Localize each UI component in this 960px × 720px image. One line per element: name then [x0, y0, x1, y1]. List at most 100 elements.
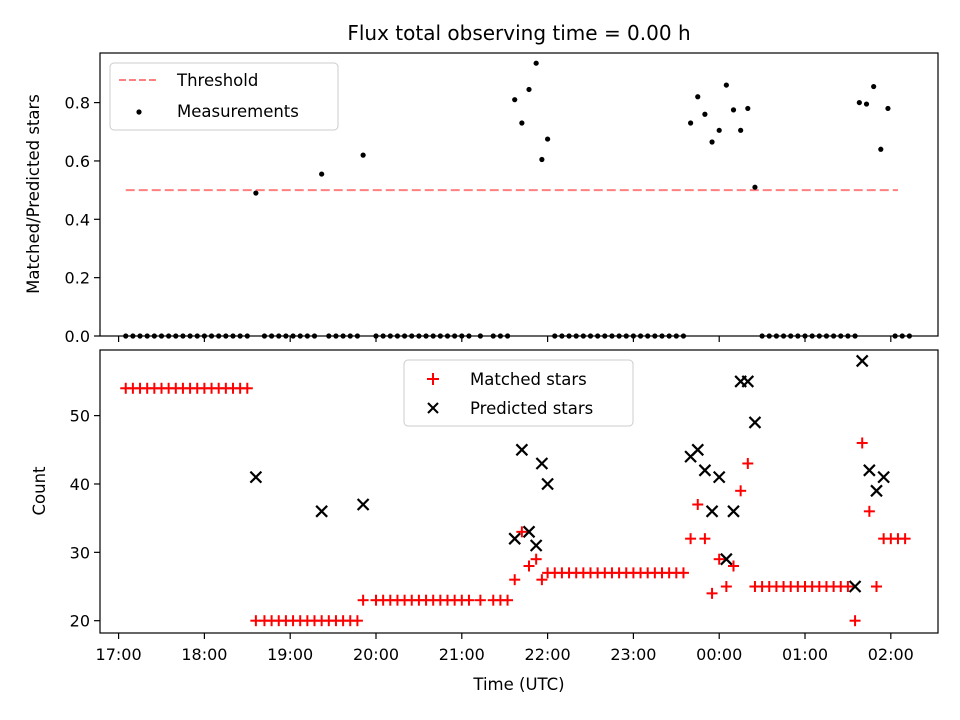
matched-star-point: [699, 533, 711, 545]
measurement-point: [360, 152, 366, 158]
predicted-star-point: [522, 525, 536, 539]
predicted-star-point: [863, 464, 876, 477]
matched-star-point: [728, 560, 740, 572]
legend-matched-label: Matched stars: [470, 370, 587, 389]
matched-star-point: [523, 560, 535, 572]
matched-star-point: [474, 594, 486, 606]
top-y-axis-label: Matched/Predicted stars: [24, 94, 43, 294]
matched-star-point: [692, 498, 704, 510]
matched-stars-points: [120, 382, 911, 627]
x-tick-label: 19:00: [267, 645, 313, 664]
matched-star-point: [502, 594, 514, 606]
top-ytick-label: 0.2: [65, 269, 90, 288]
measurement-point: [533, 60, 539, 66]
bottom-y-ticks: 20 30 40 50: [70, 407, 100, 631]
top-ytick-label: 0.0: [65, 327, 90, 346]
measurement-point: [856, 99, 862, 106]
x-tick-label: 22:00: [525, 645, 571, 664]
matched-star-point: [357, 594, 369, 606]
matched-star-point: [351, 615, 363, 627]
matched-star-point: [536, 574, 548, 586]
matched-star-point: [713, 553, 725, 565]
bottom-ytick-label: 30: [70, 543, 90, 562]
legend-threshold-label: Threshold: [176, 71, 258, 90]
measurement-point: [863, 101, 870, 107]
x-tick-label: 02:00: [868, 645, 914, 664]
measurement-point: [319, 171, 325, 177]
predicted-star-point: [705, 505, 719, 518]
bottom-legend: Matched stars Predicted stars: [403, 359, 634, 427]
matched-star-point: [241, 382, 253, 394]
predicted-star-point: [508, 532, 521, 545]
predicted-stars-points: [249, 354, 890, 593]
predicted-star-point: [249, 470, 263, 484]
bottom-y-axis-label: Count: [30, 466, 49, 516]
chart-title: Flux total observing time = 0.00 h: [347, 21, 690, 45]
measurement-point: [738, 127, 744, 133]
predicted-star-point: [748, 416, 762, 429]
predicted-star-point: [741, 375, 755, 388]
measurement-point: [695, 94, 701, 100]
x-tick-label: 17:00: [96, 645, 142, 664]
x-tick-label: 01:00: [782, 645, 828, 664]
measurement-point: [745, 105, 751, 112]
predicted-star-point: [712, 470, 726, 484]
predicted-star-point: [698, 464, 712, 477]
x-tick-label: 18:00: [181, 645, 227, 664]
predicted-star-point: [356, 498, 370, 511]
top-ytick-label: 0.6: [65, 152, 90, 171]
matched-star-point: [516, 526, 528, 538]
legend-predicted-swatch: [427, 402, 439, 414]
matched-star-point: [706, 587, 718, 599]
top-plot-frame: [99, 52, 939, 337]
top-y-ticks: 0.0 0.2 0.4 0.6 0.8: [65, 94, 100, 346]
measurement-point: [253, 190, 259, 196]
matched-star-point: [842, 581, 854, 593]
bottom-legend-box: [403, 359, 634, 427]
predicted-star-point: [515, 443, 529, 457]
matched-star-point: [677, 567, 689, 579]
predicted-star-point: [848, 580, 862, 593]
top-legend: Threshold Measurements: [109, 62, 339, 131]
matched-star-point: [530, 553, 542, 565]
measurement-point: [723, 82, 729, 88]
top-ytick-label: 0.8: [65, 94, 90, 113]
predicted-star-point: [727, 505, 740, 518]
measurement-point: [885, 105, 891, 112]
x-tick-label: 00:00: [696, 645, 742, 664]
matched-star-point: [742, 457, 754, 469]
x-tick-label: 21:00: [439, 645, 485, 664]
predicted-star-point: [529, 539, 543, 552]
bottom-ytick-label: 50: [70, 407, 90, 426]
bottom-plot-frame: [99, 349, 939, 634]
measurement-point: [878, 146, 884, 152]
matched-star-point: [856, 437, 868, 449]
measurement-point: [688, 120, 694, 126]
measurement-point: [519, 120, 525, 126]
measurement-point: [512, 97, 518, 103]
matched-star-point: [720, 581, 732, 593]
measurement-point: [702, 111, 708, 117]
matched-star-point: [863, 505, 875, 517]
predicted-star-point: [855, 354, 869, 368]
predicted-star-point: [720, 552, 733, 566]
bottom-ytick-label: 20: [70, 612, 90, 631]
measurement-point: [539, 156, 545, 163]
matched-star-point: [509, 574, 521, 586]
measurement-point: [526, 86, 532, 93]
matched-star-point: [735, 485, 747, 497]
x-tick-label: 23:00: [610, 645, 656, 664]
x-axis-label: Time (UTC): [472, 675, 564, 694]
top-ytick-label: 0.4: [65, 210, 90, 229]
predicted-star-point: [877, 470, 890, 484]
measurement-point: [716, 127, 722, 133]
matched-star-point: [871, 581, 883, 593]
measurement-point: [709, 139, 715, 145]
top-legend-box: [109, 62, 339, 131]
matched-star-point: [849, 615, 861, 627]
measurement-point: [730, 107, 737, 113]
matched-star-point: [685, 533, 697, 545]
measurement-point: [545, 136, 551, 142]
legend-matched-swatch: [427, 373, 439, 385]
bottom-x-ticks: 17:00 18:00 19:00 20:00 21:00 22:00 23:00 00:00…: [96, 633, 914, 664]
